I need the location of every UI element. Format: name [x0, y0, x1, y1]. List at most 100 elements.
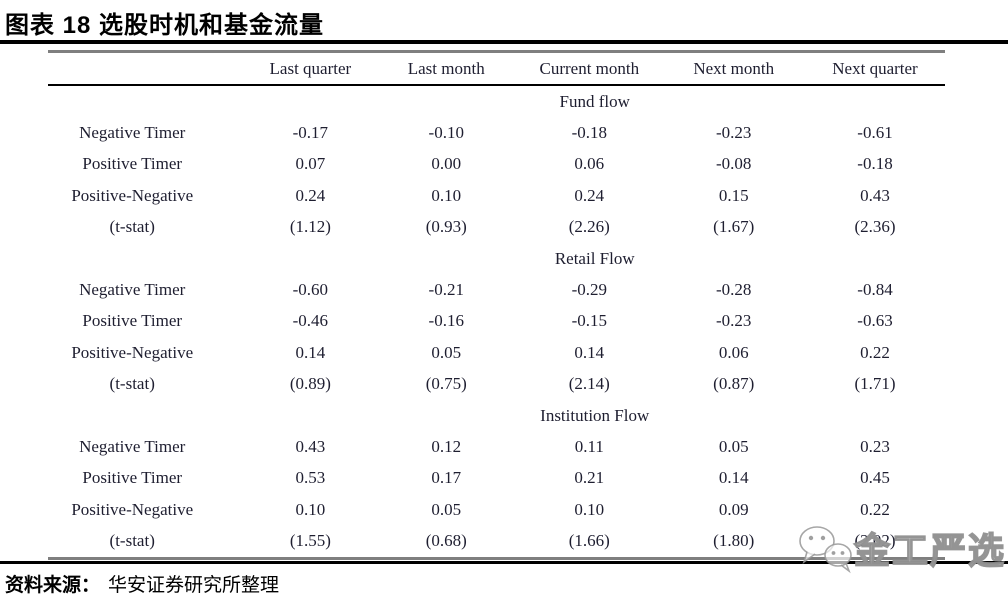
watermark: 金工严选 [796, 522, 1006, 574]
chart-title: 图表 18 选股时机和基金流量 [5, 12, 325, 39]
row-label: Negative Timer [79, 123, 186, 143]
section-spacer [48, 243, 244, 274]
row-label: Positive-Negative [71, 342, 194, 362]
value-cell: -0.18 [857, 154, 893, 174]
row-label: Negative Timer [79, 280, 186, 300]
value-cell: 0.22 [860, 499, 890, 519]
row-label: Negative Timer [79, 436, 186, 456]
value-cell: -0.10 [428, 123, 464, 143]
source-line: 资料来源： 华安证券研究所整理 [5, 570, 279, 597]
value-cell: 0.22 [860, 342, 890, 362]
value-cell: -0.18 [571, 123, 608, 143]
value-cell: -0.23 [716, 311, 752, 331]
section-title: Institution Flow [540, 405, 650, 425]
table-row: Positive Timer 0.07 0.00 0.06 -0.08 -0.18 [48, 149, 945, 180]
table-row: (t-stat) (0.89) (0.75) (2.14) (0.87) (1.71) [48, 369, 945, 400]
table-row: Positive Timer -0.46 -0.16 -0.15 -0.23 -0.63 [48, 306, 945, 337]
bottom-black-rule [0, 561, 1008, 564]
value-cell: (1.67) [713, 217, 755, 237]
value-cell: 0.53 [295, 468, 326, 488]
value-cell: 0.45 [860, 468, 890, 488]
value-cell: 0.21 [574, 468, 605, 488]
value-cell: (1.80) [713, 531, 755, 551]
row-label: Positive Timer [82, 311, 183, 331]
value-cell: (0.68) [425, 531, 467, 551]
section-spacer [48, 85, 244, 117]
table-row: Negative Timer 0.43 0.12 0.11 0.05 0.23 [48, 431, 945, 462]
column-header: Next quarter [805, 51, 945, 86]
row-label: Positive-Negative [71, 185, 194, 205]
table-header: Last quarter Last month Current month Next … [48, 51, 945, 86]
table-row: Negative Timer -0.17 -0.10 -0.18 -0.23 -0.61 [48, 117, 945, 148]
value-cell: -0.84 [857, 280, 893, 300]
section-row: Retail Flow [48, 243, 945, 274]
value-cell: -0.17 [292, 123, 329, 143]
source-label: 资料来源： [5, 575, 101, 596]
value-cell: 0.24 [574, 185, 605, 205]
table-body: Fund flow Negative Timer -0.17 -0.10 -0.18 -0… [48, 85, 945, 558]
value-cell: (2.26) [568, 217, 610, 237]
value-cell: 0.06 [718, 342, 749, 362]
value-cell: 0.07 [295, 154, 326, 174]
value-cell: 0.43 [860, 185, 890, 205]
value-cell: 0.06 [574, 154, 605, 174]
value-cell: 0.14 [295, 342, 326, 362]
section-spacer [48, 400, 244, 431]
value-cell: 0.05 [431, 499, 462, 519]
row-label: Positive-Negative [71, 499, 194, 519]
value-cell: (1.66) [568, 531, 610, 551]
value-cell: 0.17 [431, 468, 462, 488]
value-cell: 0.14 [574, 342, 605, 362]
value-cell: 0.24 [295, 185, 326, 205]
value-cell: -0.63 [857, 311, 893, 331]
table-row: Positive Timer 0.53 0.17 0.21 0.14 0.45 [48, 463, 945, 494]
header-row: Last quarter Last month Current month Next … [48, 51, 945, 86]
table-row: Negative Timer -0.60 -0.21 -0.29 -0.28 -0.84 [48, 274, 945, 305]
value-cell: (1.55) [289, 531, 331, 551]
value-cell: -0.61 [857, 123, 893, 143]
row-label: (t-stat) [109, 217, 155, 237]
value-cell: (0.87) [713, 374, 755, 394]
value-cell: -0.21 [428, 280, 464, 300]
column-header: Current month [516, 51, 663, 86]
value-cell: 0.23 [860, 436, 890, 456]
section-row: Institution Flow [48, 400, 945, 431]
value-cell: 0.09 [718, 499, 749, 519]
row-label: (t-stat) [109, 531, 155, 551]
value-cell: -0.28 [716, 280, 752, 300]
value-cell: -0.60 [292, 280, 329, 300]
source-text: 华安证券研究所整理 [108, 575, 280, 596]
value-cell: 0.10 [431, 185, 462, 205]
watermark-text: 金工严选 [853, 529, 1006, 572]
value-cell: -0.08 [716, 154, 752, 174]
section-row: Fund flow [48, 85, 945, 117]
value-cell: 0.10 [295, 499, 326, 519]
column-header: Last month [376, 51, 517, 86]
value-cell: -0.23 [716, 123, 752, 143]
value-cell: 0.15 [718, 185, 749, 205]
value-cell: 0.10 [574, 499, 605, 519]
section-title: Retail Flow [554, 248, 635, 268]
value-cell: 0.00 [431, 154, 462, 174]
value-cell: -0.29 [571, 280, 608, 300]
value-cell: 0.11 [574, 436, 604, 456]
value-cell: (2.14) [568, 374, 610, 394]
fund-flow-table: Last quarter Last month Current month Next … [48, 50, 945, 560]
value-cell: (2.02) [854, 531, 896, 551]
value-cell: (0.93) [425, 217, 467, 237]
row-label-header [48, 51, 245, 86]
value-cell: 0.05 [431, 342, 462, 362]
value-cell: (1.12) [289, 217, 331, 237]
value-cell: (0.75) [425, 374, 467, 394]
wechat-icon [799, 526, 852, 574]
column-header: Next month [662, 51, 806, 86]
table-row: (t-stat) (1.12) (0.93) (2.26) (1.67) (2.36) [48, 212, 945, 243]
table-row: Positive-Negative 0.10 0.05 0.10 0.09 0.22 [48, 494, 945, 525]
value-cell: 0.12 [431, 436, 462, 456]
value-cell: 0.14 [718, 468, 749, 488]
value-cell: (1.71) [854, 374, 896, 394]
value-cell: -0.16 [428, 311, 464, 331]
column-header: Last quarter [244, 51, 377, 86]
section-title: Fund flow [559, 91, 630, 111]
